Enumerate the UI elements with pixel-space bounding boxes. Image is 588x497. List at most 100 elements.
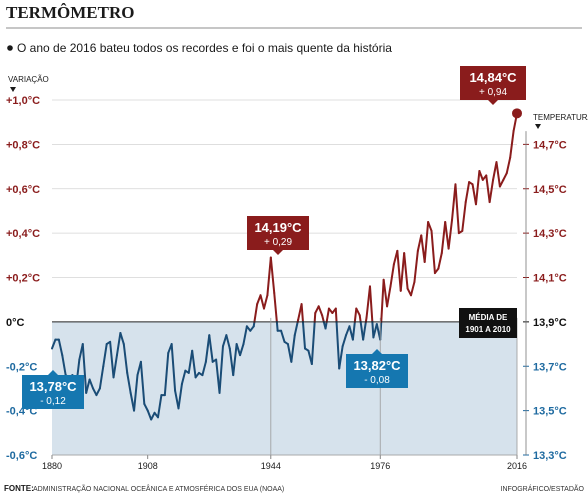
series-segment: [485, 174, 491, 204]
left-tick-label: +0,8°C: [6, 139, 40, 151]
x-tick-label: 1976: [370, 461, 390, 471]
callout-temperature: 13,78°C: [29, 379, 77, 394]
series-segment: [95, 387, 101, 397]
callout-delta: - 0,08: [364, 375, 390, 386]
series-segment: [232, 343, 238, 377]
series-segment: [454, 183, 460, 235]
callout-max2016: 14,84°C + 0,94: [460, 66, 526, 105]
series-segment: [204, 334, 211, 363]
series-segment: [341, 334, 348, 348]
series-segment: [488, 178, 495, 204]
series-segment: [324, 320, 328, 330]
callout-delta: + 0,94: [479, 87, 508, 98]
series-segment: [325, 307, 330, 323]
series-segment: [102, 343, 108, 368]
series-segment: [98, 365, 105, 390]
series-segment: [139, 360, 146, 405]
series-segment: [338, 345, 344, 370]
series-segment: [300, 303, 304, 323]
series-segment: [122, 343, 129, 374]
series-segment: [177, 383, 183, 410]
callout-temperature: 14,84°C: [469, 70, 517, 85]
series-segment: [180, 369, 187, 385]
callout-temperature: 14,19°C: [254, 220, 302, 235]
series-segment: [368, 285, 374, 323]
right-tick-label: 14,3°C: [533, 228, 567, 240]
callout-pointer: [273, 250, 283, 255]
right-axis-arrow-icon: [535, 124, 541, 129]
series-segment: [242, 325, 248, 346]
series-segment: [163, 351, 170, 397]
series-segment: [461, 201, 467, 232]
baseline-label-line1: MÉDIA DE: [469, 313, 508, 322]
left-tick-label: 0°C: [6, 317, 25, 329]
series-segment: [275, 320, 279, 332]
series-segment: [156, 394, 163, 419]
callout-box: [247, 216, 309, 250]
x-tick-label: 1880: [42, 461, 62, 471]
source-credit: INFOGRÁFICO/ESTADÃO: [501, 484, 585, 493]
series-segment: [351, 320, 356, 341]
series-segment: [505, 156, 512, 175]
callouts: 14,84°C + 0,94 14,19°C + 0,29 13,78°C - 0,12 1…: [22, 66, 526, 409]
series-segment: [430, 229, 436, 275]
series-segment: [239, 343, 245, 357]
series-segment: [133, 374, 139, 412]
series-segment: [509, 130, 515, 159]
right-tick-label: 14,5°C: [533, 184, 567, 196]
x-tick-label: 1944: [261, 461, 281, 471]
series-segment: [444, 221, 450, 250]
series-segment: [290, 334, 296, 363]
series-segment: [61, 354, 67, 377]
series-segment: [447, 218, 454, 250]
series-segment: [92, 387, 98, 397]
series-segment: [269, 256, 276, 295]
series-segment: [126, 371, 132, 394]
series-segment: [440, 221, 447, 255]
series-segment: [495, 161, 501, 188]
right-tick-label: 13,9°C: [533, 317, 567, 329]
callout-temperature: 13,82°C: [353, 358, 401, 373]
series-segment: [413, 249, 419, 283]
series-segment: [235, 343, 242, 357]
left-axis-arrow-icon: [10, 87, 16, 92]
series-segment: [81, 343, 88, 394]
x-tick-label: 2016: [507, 461, 527, 471]
series-segment: [437, 252, 443, 270]
series-segment: [396, 249, 402, 292]
series-segment: [51, 338, 57, 350]
series-segment: [358, 314, 362, 323]
series-segment: [259, 294, 265, 310]
series-segment: [310, 320, 316, 366]
series-segment: [380, 278, 385, 323]
chart-title: TERMÔMETRO: [6, 3, 134, 22]
series-segment: [410, 280, 416, 297]
left-tick-label: +1,0°C: [6, 95, 40, 107]
left-tick-label: -0,6°C: [6, 450, 37, 462]
callout-pointer: [372, 349, 382, 354]
max-point-marker: [512, 108, 522, 119]
series-segment: [478, 170, 484, 181]
series-segment: [317, 305, 324, 317]
series-segment: [313, 312, 317, 323]
axes: +1,0°C +0,8°C +0,6°C +0,4°C +0,2°C 0°C -0,2°C -…: [6, 75, 588, 471]
series-segment: [187, 349, 194, 374]
series-segment: [221, 334, 228, 348]
left-tick-label: +0,4°C: [6, 228, 40, 240]
chart-subtitle: O ano de 2016 bateu todos os recordes e …: [17, 41, 392, 55]
right-tick-label: 13,3°C: [533, 450, 567, 462]
series-segment: [228, 347, 235, 377]
callout-pointer: [488, 100, 498, 105]
callout-delta: + 0,29: [264, 237, 293, 248]
series-segment: [399, 252, 406, 292]
series-segment: [321, 314, 325, 323]
series-segment: [334, 307, 338, 323]
series-segment: [201, 360, 207, 377]
series-segment: [266, 256, 272, 297]
x-tick-label: 1908: [138, 461, 158, 471]
right-tick-label: 13,7°C: [533, 361, 567, 373]
callout-delta: - 0,12: [40, 396, 66, 407]
series-segment: [112, 354, 118, 379]
series-segment: [208, 334, 214, 363]
